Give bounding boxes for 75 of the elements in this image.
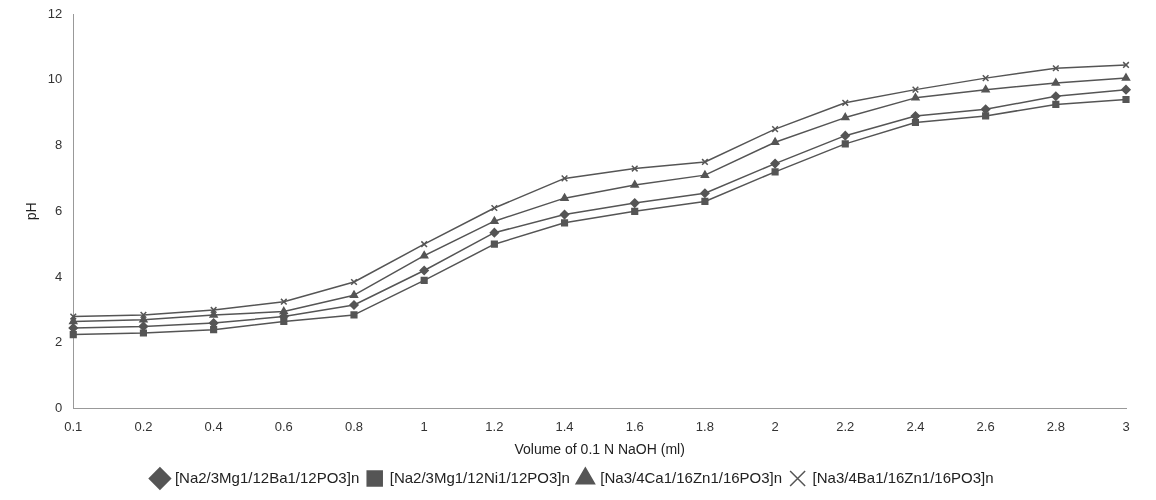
point (770, 137, 780, 145)
y-tick-label: 12 (47, 5, 63, 21)
point (700, 170, 710, 178)
point (841, 140, 849, 148)
point (1122, 61, 1130, 69)
point (419, 250, 429, 259)
x-tick-label: 0.6 (274, 418, 293, 434)
point (701, 197, 709, 206)
x-tick-label: 0.1 (64, 418, 83, 434)
point (349, 290, 359, 298)
point (1122, 95, 1130, 104)
x-tick-label: 0.4 (204, 418, 223, 434)
legend-label: [Na2/3Mg1/12Ni1/12PO3]n (389, 468, 570, 486)
point (1052, 100, 1060, 109)
y-tick-label: 10 (47, 71, 63, 87)
legend-label: [Na3/4Ca1/16Zn1/16PO3]n (600, 468, 783, 486)
legend-label: [Na2/3Mg1/12Ba1/12PO3]n (174, 468, 360, 486)
x-tick-label: 2.2 (836, 418, 855, 434)
x-tick-label: 1.6 (625, 418, 644, 434)
y-tick-label: 4 (55, 268, 63, 284)
x-tick-label: 2 (771, 418, 779, 434)
point (630, 180, 639, 188)
point (631, 207, 639, 215)
point (770, 158, 780, 169)
point (560, 193, 569, 201)
point (1121, 84, 1131, 95)
point (210, 326, 218, 334)
y-tick-label: 8 (55, 137, 63, 153)
x-tick-label: 1.2 (485, 418, 504, 434)
point (139, 315, 148, 323)
y-tick-label: 2 (55, 334, 63, 350)
point (981, 84, 990, 93)
point (560, 219, 569, 227)
point (209, 310, 218, 318)
point (911, 93, 920, 101)
point (139, 329, 148, 337)
y-axis-title: pH (23, 202, 40, 221)
x-tick-label: 2.4 (906, 418, 925, 434)
x-tick-label: 1.8 (695, 418, 714, 434)
point (700, 188, 710, 198)
x-tick-label: 1 (420, 418, 428, 434)
point (559, 209, 570, 220)
point (490, 240, 498, 248)
point (1121, 73, 1131, 81)
x-tick-label: 0.8 (344, 418, 364, 434)
x-axis-title: Volume of 0.1 N NaOH (ml) (514, 441, 685, 458)
point (69, 331, 77, 339)
y-tick-label: 6 (55, 202, 63, 218)
x-tick-label: 1.4 (555, 418, 574, 434)
x-tick-label: 2.8 (1046, 418, 1065, 434)
point (982, 112, 990, 120)
point (420, 240, 428, 248)
point (349, 300, 359, 310)
x-tick-label: 0.2 (134, 418, 153, 434)
point (840, 130, 851, 141)
point (489, 227, 500, 238)
point (350, 278, 358, 286)
point (420, 276, 428, 284)
x-tick-label: 2.6 (976, 418, 995, 434)
point (771, 168, 779, 176)
point (490, 204, 498, 212)
point (841, 112, 850, 121)
point (490, 216, 499, 224)
point (1051, 78, 1061, 86)
point (771, 125, 779, 133)
y-tick-label: 0 (55, 400, 63, 416)
point (419, 265, 429, 276)
point (350, 311, 358, 319)
point (629, 198, 640, 208)
point (1051, 91, 1061, 101)
legend-label: [Na3/4Ba1/16Zn1/16PO3]n (812, 468, 994, 486)
point (560, 174, 569, 182)
point (841, 99, 849, 107)
point (911, 118, 920, 127)
x-tick-label: 3 (1122, 418, 1130, 434)
